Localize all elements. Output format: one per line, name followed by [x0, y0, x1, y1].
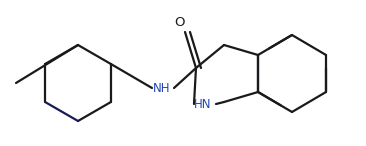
Text: O: O — [175, 15, 185, 28]
Text: NH: NH — [153, 81, 171, 94]
Text: HN: HN — [194, 98, 212, 111]
